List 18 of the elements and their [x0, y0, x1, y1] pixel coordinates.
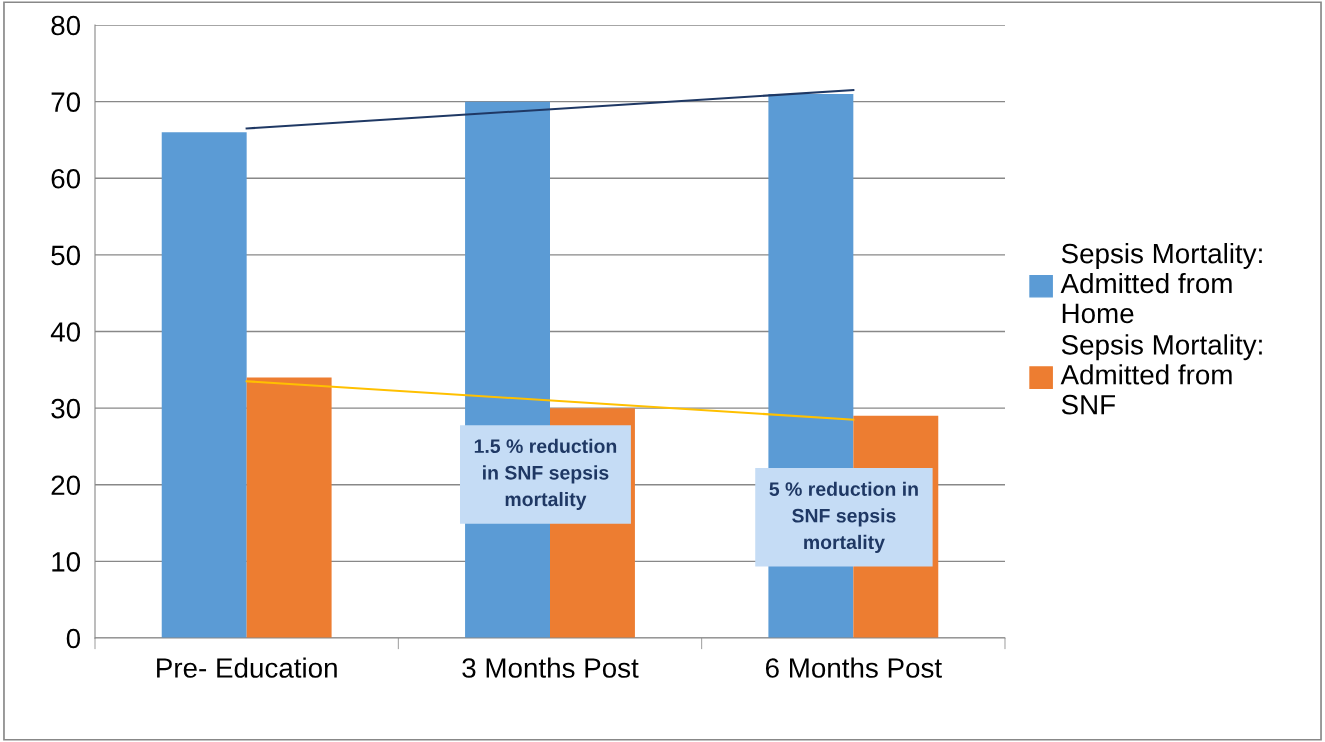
bar [161, 132, 247, 638]
y-tick-label: 30 [51, 398, 81, 419]
y-tick-label: 20 [51, 475, 81, 496]
y-tick-label: 0 [66, 628, 81, 649]
x-tick-label: 6 Months Post [765, 657, 942, 678]
legend-label: Sepsis Mortality: Admitted from SNF [1060, 334, 1262, 415]
legend-label: Sepsis Mortality: Admitted from Home [1060, 242, 1262, 324]
y-tick-label: 10 [52, 552, 81, 572]
y-tick-label: 40 [50, 322, 81, 342]
x-tick-label: Pre- Education [157, 657, 337, 678]
bar [246, 377, 332, 638]
y-tick-label: 50 [51, 245, 81, 266]
annotation: 5 % reduction in SNF sepsis mortality [769, 481, 918, 553]
y-tick-label: 80 [51, 15, 81, 36]
y-tick-label: 70 [51, 92, 81, 112]
annotation: 1.5 % reduction in SNF sepsis mortality [474, 438, 617, 511]
x-tick-label: 3 Months Post [462, 657, 639, 678]
y-tick-label: 60 [51, 168, 81, 189]
